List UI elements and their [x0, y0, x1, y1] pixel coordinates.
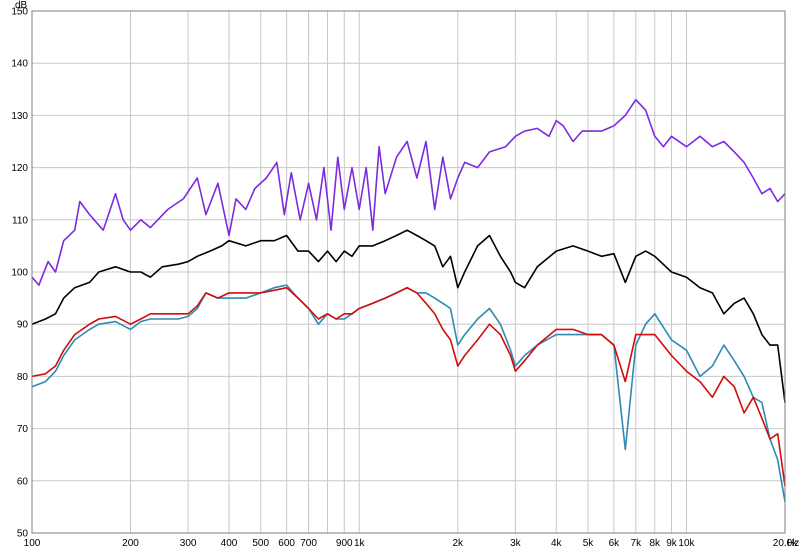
x-tick-label: 5k — [583, 538, 595, 549]
x-tick-label: 6k — [609, 538, 621, 549]
x-tick-label: 1k — [354, 538, 366, 549]
series-line-4 — [31, 286, 786, 487]
series-layer — [31, 98, 786, 502]
y-tick-label: 130 — [11, 111, 28, 122]
x-tick-label: 4k — [551, 538, 563, 549]
y-axis-unit-label: dB — [15, 0, 28, 11]
series-line-2 — [31, 229, 786, 403]
y-tick-label: 50 — [17, 529, 29, 540]
y-tick-label: 90 — [17, 320, 29, 331]
x-tick-label: 300 — [180, 538, 197, 549]
x-tick-label: 9k — [666, 538, 678, 549]
series-line-1 — [31, 98, 786, 286]
x-tick-label: 8k — [649, 538, 661, 549]
x-tick-label: 2k — [452, 538, 464, 549]
x-tick-label: 7k — [631, 538, 643, 549]
y-tick-label: 100 — [11, 268, 28, 279]
y-tick-label: 140 — [11, 59, 28, 70]
x-tick-label: 400 — [221, 538, 238, 549]
y-tick-label: 150 — [11, 7, 28, 18]
x-tick-label: 100 — [24, 538, 41, 549]
y-tick-label: 110 — [12, 215, 28, 226]
tick-labels: 50 60 70 80 90 100 110 120 130 140 150 100 200 300 400… — [11, 7, 798, 550]
y-tick-label: 60 — [17, 476, 29, 487]
plot-frame — [31, 10, 786, 534]
x-axis-unit-label: Hz — [787, 538, 799, 549]
x-tick-label: 20.0k — [773, 538, 798, 549]
y-tick-label: 120 — [11, 163, 28, 174]
x-tick-label: 500 — [252, 538, 269, 549]
x-tick-label: 10k — [678, 538, 695, 549]
x-tick-label: 700 — [300, 538, 317, 549]
y-tick-label: 70 — [17, 424, 29, 435]
x-tick-label: 3k — [510, 538, 522, 549]
y-tick-label: 80 — [17, 372, 29, 383]
x-tick-label: 200 — [122, 538, 139, 549]
x-tick-label: 900 — [336, 538, 353, 549]
x-tick-label: 600 — [278, 538, 295, 549]
